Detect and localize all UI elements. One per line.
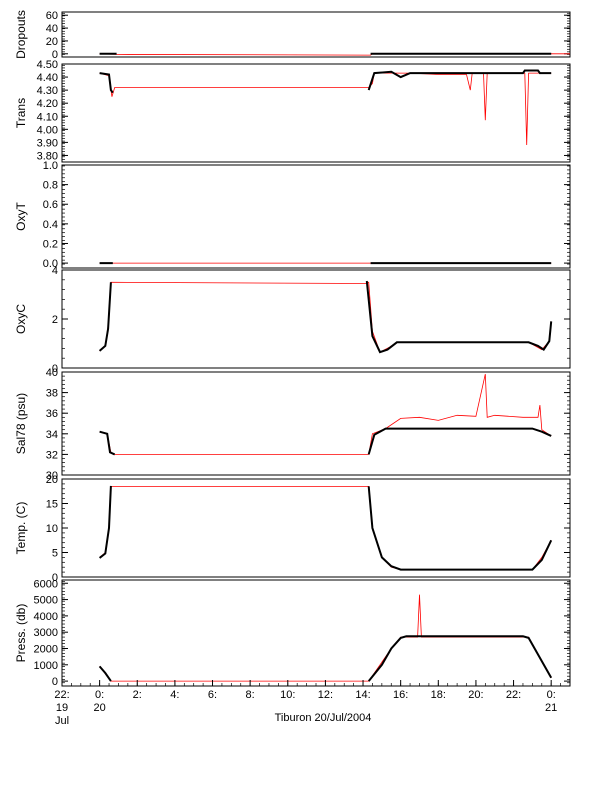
y-tick-label-trans: 4.30 <box>37 85 58 97</box>
y-tick-label-trans: 4.40 <box>37 72 58 84</box>
panel-oxyc: 0 2 4 OxyC <box>14 265 571 375</box>
series-raw-trans <box>99 72 552 146</box>
y-tick-label-temp: 15 <box>46 499 58 511</box>
y-tick-label-oxyt: 1.0 <box>43 160 58 172</box>
chart-panels: 0204060Dropouts3.803.904.004.104.204.304… <box>14 10 571 688</box>
x-tick-label: 0: <box>95 689 104 701</box>
y-tick-label-trans: 3.80 <box>37 150 58 162</box>
x-tick-label: 22: <box>506 689 521 701</box>
y-tick-label-oxyt: 0.0 <box>43 258 58 270</box>
panel-frame-sal <box>61 371 571 476</box>
y-tick-label-press: 5000 <box>34 595 58 607</box>
y-tick-label-oxyt: 0.8 <box>43 180 58 192</box>
y-tick-label-dropouts: 20 <box>46 36 58 48</box>
y-tick-label-oxyc: 0 <box>52 363 58 375</box>
y-tick-label-oxyt: 0.6 <box>43 199 58 211</box>
panel-sal: 30 32 34 36 38 40 Sal78 (psu) <box>14 367 571 482</box>
series-smoothed-temp <box>98 485 553 571</box>
y-axis-label-oxyc: OxyC <box>14 304 28 334</box>
y-axis-label-press: Press. (db) <box>14 604 28 663</box>
panel-frame-dropouts <box>61 11 571 58</box>
y-tick-label-trans: 4.50 <box>37 59 58 71</box>
x-tick-label: 12: <box>318 689 333 701</box>
series-smoothed-press <box>98 635 553 682</box>
y-axis-label-trans: Trans <box>14 98 28 128</box>
y-tick-label-trans: 4.00 <box>37 124 58 136</box>
y-tick-label-press: 6000 <box>34 578 58 590</box>
panel-press: 0 1000 2000 3000 4000 5000 6000 Press. (db) <box>14 578 571 688</box>
panel-frame-press <box>61 579 571 687</box>
x-tick-label: 10: <box>280 689 295 701</box>
y-axis-label-oxyt: OxyT <box>14 202 28 231</box>
x-tick-label: 0: <box>547 689 556 701</box>
y-tick-label-press: 1000 <box>34 660 58 672</box>
y-axis-label-dropouts: Dropouts <box>14 10 28 59</box>
x-tick-label: Jul <box>55 715 69 727</box>
x-tick-label: 6: <box>208 689 217 701</box>
x-axis-label: Tiburon 20/Jul/2004 <box>275 712 372 724</box>
y-tick-label-oxyt: 0.2 <box>43 238 58 250</box>
y-tick-label-press: 2000 <box>34 643 58 655</box>
panel-frame-oxyt <box>61 164 571 269</box>
y-tick-label-temp: 20 <box>46 474 58 486</box>
panel-frame-temp <box>61 478 571 578</box>
panel-frame-trans <box>61 63 571 163</box>
y-tick-label-trans: 4.20 <box>37 98 58 110</box>
y-axis-label-sal: Sal78 (psu) <box>14 393 28 454</box>
y-tick-label-dropouts: 60 <box>46 10 58 22</box>
x-tick-label: 21 <box>545 702 557 714</box>
y-tick-label-press: 4000 <box>34 611 58 623</box>
x-tick-label: 20: <box>468 689 483 701</box>
y-tick-label-oxyt: 0.4 <box>43 219 58 231</box>
panel-trans: 3.803.904.004.104.204.304.404.50 Trans <box>14 59 571 163</box>
y-tick-label-trans: 3.90 <box>37 137 58 149</box>
series-raw-temp <box>99 486 552 570</box>
series-raw-sal <box>99 374 552 455</box>
y-axis-label-temp: Temp. (C) <box>14 502 28 555</box>
y-tick-label-dropouts: 40 <box>46 23 58 35</box>
y-tick-label-temp: 5 <box>52 548 58 560</box>
y-tick-label-oxyc: 2 <box>52 314 58 326</box>
panel-frame-oxyc <box>61 269 571 369</box>
y-tick-label-oxyc: 4 <box>52 265 58 277</box>
y-tick-label-sal: 40 <box>46 367 58 379</box>
y-tick-label-temp: 0 <box>52 572 58 584</box>
x-tick-label: 2: <box>133 689 142 701</box>
y-tick-label-press: 3000 <box>34 627 58 639</box>
y-tick-label-sal: 32 <box>46 449 58 461</box>
y-tick-label-temp: 10 <box>46 523 58 535</box>
y-tick-label-sal: 30 <box>46 470 58 482</box>
series-smoothed-sal <box>99 427 552 456</box>
x-tick-label: 16: <box>393 689 408 701</box>
y-tick-label-sal: 36 <box>46 408 58 420</box>
x-tick-label: 20 <box>94 702 106 714</box>
y-tick-label-dropouts: 0 <box>52 49 58 61</box>
panel-temp: 0 5 10 15 20 Temp. (C) <box>14 474 571 584</box>
x-tick-label: 8: <box>246 689 255 701</box>
x-tick-label: 4: <box>170 689 179 701</box>
x-tick-label: 19 <box>56 702 68 714</box>
series-smoothed-oxyc <box>98 280 553 354</box>
x-tick-label: 18: <box>431 689 446 701</box>
y-tick-label-press: 0 <box>52 676 58 688</box>
series-raw-press <box>99 594 552 682</box>
y-tick-label-sal: 34 <box>46 429 58 441</box>
x-tick-label: 22: <box>54 689 69 701</box>
panel-oxyt: 0.0 0.2 0.4 0.6 0.8 1.0 OxyT <box>14 160 571 270</box>
y-tick-label-trans: 4.10 <box>37 111 58 123</box>
series-smoothed-trans <box>99 69 552 94</box>
y-tick-label-sal: 38 <box>46 388 58 400</box>
x-tick-label: 14: <box>355 689 370 701</box>
